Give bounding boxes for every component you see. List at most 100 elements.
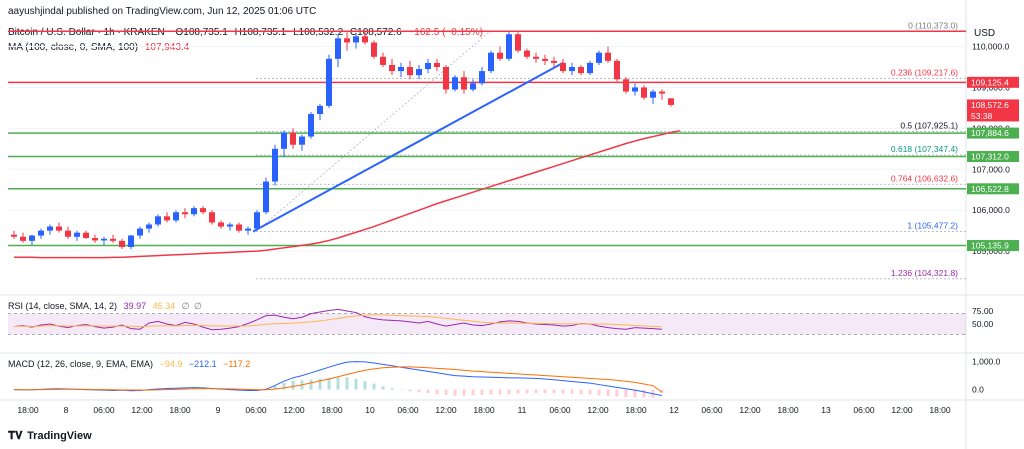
ma-value: 107,943.4 — [144, 42, 190, 53]
macd-histogram-bar — [498, 389, 502, 395]
publisher-line: aayushjindal published on TradingView.co… — [8, 6, 317, 17]
time-tick-label: 13 — [821, 405, 831, 415]
price-tick-label: 106,000.0 — [972, 205, 1010, 215]
change-value: −162.5 (−0.15%) — [408, 27, 483, 38]
macd-histogram-bar — [660, 389, 664, 393]
macd-histogram-bar — [48, 389, 52, 390]
macd-histogram-bar — [615, 389, 619, 397]
macd-histogram-bar — [300, 380, 304, 390]
time-tick-label: 12:00 — [283, 405, 305, 415]
macd-histogram-bar — [291, 380, 295, 390]
macd-histogram-bar — [75, 389, 79, 391]
candle-body — [587, 62, 593, 74]
macd-histogram-bar — [570, 389, 574, 394]
candle-body — [20, 236, 26, 241]
tradingview-logo[interactable]: 𝐓𝐕 TradingView — [8, 430, 92, 443]
time-tick-label: 12:00 — [435, 405, 457, 415]
time-tick-label: 12 — [669, 405, 679, 415]
macd-histogram-bar — [606, 389, 610, 397]
candle-body — [227, 224, 233, 227]
rsi-value-2: 45.34 — [152, 301, 176, 311]
candle-body — [470, 83, 476, 90]
candle-body — [11, 234, 17, 237]
macd-histogram-bar — [408, 389, 412, 392]
macd-histogram-bar — [264, 389, 268, 390]
price-tick-label: 107,000.0 — [972, 164, 1010, 174]
candle-body — [56, 226, 62, 231]
macd-histogram-bar — [30, 389, 34, 391]
macd-histogram-bar — [561, 389, 565, 394]
time-tick-label: 18:00 — [169, 405, 191, 415]
macd-histogram-bar — [390, 388, 394, 390]
candle-body — [551, 60, 557, 63]
time-tick-label: 06:00 — [397, 405, 419, 415]
macd-histogram-bar — [165, 388, 169, 390]
candle-body — [101, 238, 107, 241]
candle-body — [155, 216, 161, 225]
rsi-value-3: ∅ — [181, 301, 190, 311]
candle-body — [29, 235, 35, 241]
candle-body — [92, 238, 98, 241]
macd-histogram-bar — [246, 389, 250, 391]
candle-body — [497, 52, 503, 59]
macd-histogram-bar — [39, 389, 43, 390]
fib-label: 0.236 (109,217.6) — [891, 68, 958, 78]
macd-histogram-bar — [507, 389, 511, 395]
macd-histogram-bar — [588, 389, 592, 395]
time-tick-label: 06:00 — [245, 405, 267, 415]
candle-body — [38, 230, 44, 236]
macd-histogram-bar — [318, 378, 322, 390]
candle-body — [623, 79, 629, 92]
macd-histogram-bar — [471, 389, 475, 396]
candle-body — [119, 240, 125, 247]
candle-body — [605, 52, 611, 61]
macd-histogram-bar — [651, 389, 655, 398]
macd-histogram-bar — [219, 389, 223, 391]
price-label: 107,312.0 — [971, 152, 1009, 162]
candle-body — [317, 105, 323, 115]
macd-histogram-bar — [21, 389, 25, 391]
candle-body — [236, 224, 242, 231]
time-tick-label: 06:00 — [93, 405, 115, 415]
candle-body — [146, 224, 152, 229]
rsi-tick-label: 75.00 — [972, 306, 994, 316]
price-tick-label: 109,000.0 — [972, 82, 1010, 92]
candle-body — [479, 71, 485, 84]
candle-body — [245, 228, 251, 231]
fib-label: 0.764 (106,632.6) — [891, 173, 958, 183]
time-tick-label: 12:00 — [587, 405, 609, 415]
time-tick-label: 18:00 — [17, 405, 39, 415]
macd-histogram-bar — [273, 385, 277, 390]
candle-body — [173, 212, 179, 221]
macd-value-2: −212.1 — [188, 359, 217, 369]
macd-histogram-bar — [552, 389, 556, 394]
macd-histogram-bar — [210, 389, 214, 390]
price-label: 106,522.8 — [971, 184, 1009, 194]
price-label-box — [967, 76, 1019, 88]
time-tick-label: 12:00 — [891, 405, 913, 415]
macd-value-3: −117.2 — [223, 359, 251, 369]
macd-histogram-bar — [282, 382, 286, 390]
macd-name: MACD (12, 26, close, 9, EMA, EMA) — [8, 359, 154, 369]
candle-body — [443, 67, 449, 90]
symbol-name: Bitcoin / U.S. Dollar · 1h · KRAKEN — [8, 27, 165, 38]
fib-label: 1.236 (104,321.8) — [891, 268, 958, 278]
candle-body — [290, 132, 296, 145]
macd-histogram-bar — [93, 389, 97, 391]
price-label: 109,125.4 — [971, 77, 1009, 87]
candle-body — [335, 38, 341, 59]
macd-histogram-bar — [372, 383, 376, 390]
candle-body — [65, 230, 71, 237]
candle-body — [326, 58, 332, 106]
time-tick-label: 10 — [365, 405, 375, 415]
fib-diagonal — [255, 30, 491, 232]
macd-histogram-bar — [156, 388, 160, 390]
time-tick-label: 12:00 — [739, 405, 761, 415]
macd-histogram-bar — [192, 388, 196, 390]
rsi-value-1: 39.97 — [123, 301, 147, 311]
macd-histogram-bar — [525, 389, 529, 394]
candle-body — [515, 34, 521, 51]
candle-body — [308, 114, 314, 137]
candle-body — [218, 222, 224, 227]
